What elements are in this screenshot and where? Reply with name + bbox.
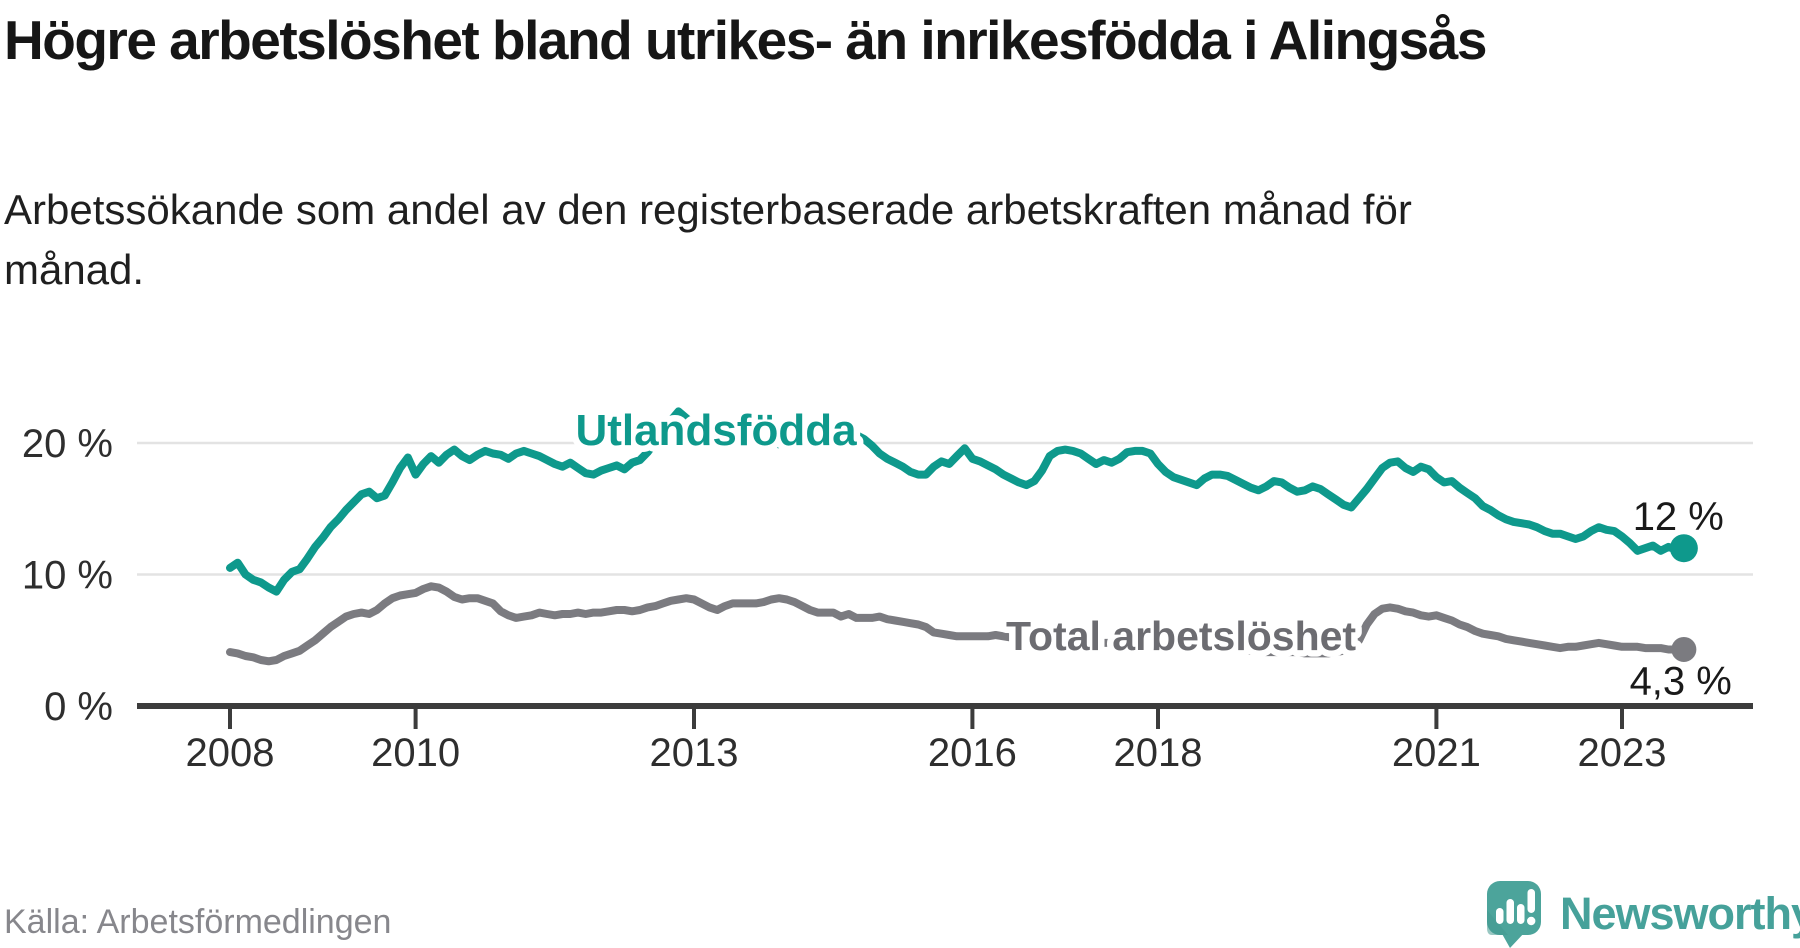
series-line-total [226, 582, 1688, 666]
series-line-utlandsfodda [226, 407, 1688, 596]
x-axis-tick [413, 709, 418, 729]
series-label-total: Total arbetslöshet [1006, 613, 1356, 659]
source-note: Källa: Arbetsförmedlingen [4, 903, 392, 941]
exclamation-bar [1527, 889, 1535, 913]
x-tick-label: 2008 [186, 731, 275, 775]
speech-bubble-tail [1501, 932, 1525, 948]
x-tick-label: 2023 [1578, 731, 1667, 775]
x-axis-tick [228, 709, 232, 729]
x-axis-tick [692, 709, 696, 729]
chart-subtitle: Arbetssökande som andel av den registerb… [4, 186, 1412, 293]
series-end-dot-utlandsfodda [1669, 534, 1698, 563]
series-label-utlandsfodda: Utlandsfödda [575, 406, 857, 455]
bar-chart-bar-tall [1506, 899, 1514, 924]
y-tick-label: 20 % [22, 422, 113, 466]
y-tick-label: 10 % [22, 554, 113, 598]
brand-wordmark: Newsworthy [1560, 888, 1800, 939]
bar-chart-bar-medium [1517, 904, 1525, 924]
x-axis-tick [1156, 709, 1160, 729]
y-tick-label: 0 % [44, 685, 113, 729]
x-tick-label: 2018 [1114, 731, 1203, 775]
x-axis-tick [1434, 709, 1439, 729]
newsworthy-logo: Newsworthy [1486, 880, 1800, 948]
x-axis-tick [970, 709, 975, 729]
page-title: Högre arbetslöshet bland utrikes- än inr… [4, 9, 1487, 71]
x-axis-tick [1620, 709, 1624, 729]
end-value-label-utlandsfodda: 12 % [1633, 495, 1724, 539]
exclamation-dot [1527, 916, 1536, 926]
newsworthy-logo-icon [1487, 881, 1541, 948]
x-tick-label: 2016 [928, 731, 1017, 775]
series-end-dot-total [1671, 636, 1697, 662]
x-tick-label: 2013 [650, 731, 739, 775]
x-tick-label: 2021 [1392, 731, 1481, 775]
x-axis-line [137, 703, 1753, 709]
end-value-label-total: 4,3 % [1630, 659, 1732, 703]
x-tick-label: 2010 [371, 731, 460, 775]
bar-chart-bar-small [1496, 908, 1504, 924]
